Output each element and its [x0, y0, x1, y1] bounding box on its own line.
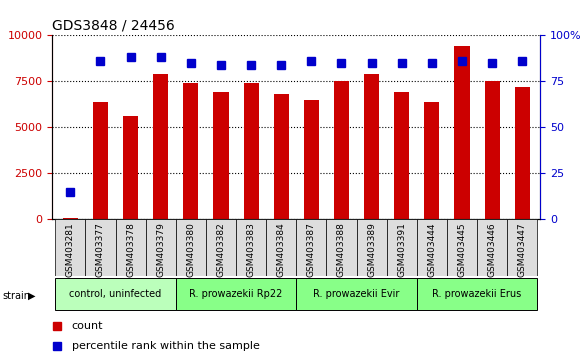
Text: GSM403384: GSM403384 [277, 222, 286, 277]
FancyBboxPatch shape [447, 219, 477, 276]
Text: GSM403382: GSM403382 [217, 222, 225, 277]
Text: R. prowazekii Evir: R. prowazekii Evir [313, 289, 400, 299]
FancyBboxPatch shape [206, 219, 236, 276]
Bar [454, 46, 469, 219]
Text: GSM403444: GSM403444 [428, 222, 436, 277]
Bar [424, 102, 439, 219]
FancyBboxPatch shape [176, 219, 206, 276]
FancyBboxPatch shape [357, 219, 387, 276]
Text: R. prowazekii Erus: R. prowazekii Erus [432, 289, 522, 299]
FancyBboxPatch shape [146, 219, 176, 276]
Bar [243, 83, 259, 219]
Bar [515, 87, 530, 219]
FancyBboxPatch shape [176, 278, 296, 310]
Text: GSM403378: GSM403378 [126, 222, 135, 277]
FancyBboxPatch shape [85, 219, 116, 276]
Text: control, uninfected: control, uninfected [69, 289, 162, 299]
Text: GSM403380: GSM403380 [187, 222, 195, 277]
Text: percentile rank within the sample: percentile rank within the sample [72, 341, 260, 350]
FancyBboxPatch shape [417, 219, 447, 276]
Text: R. prowazekii Rp22: R. prowazekii Rp22 [189, 289, 283, 299]
Text: GSM403387: GSM403387 [307, 222, 316, 277]
Bar [274, 94, 289, 219]
Bar [123, 116, 138, 219]
FancyBboxPatch shape [116, 219, 146, 276]
FancyBboxPatch shape [507, 219, 537, 276]
Text: GSM403377: GSM403377 [96, 222, 105, 277]
Bar [93, 102, 108, 219]
Text: GSM403389: GSM403389 [367, 222, 376, 277]
FancyBboxPatch shape [296, 219, 327, 276]
Bar [153, 74, 168, 219]
FancyBboxPatch shape [55, 219, 85, 276]
FancyBboxPatch shape [417, 278, 537, 310]
Bar [334, 81, 349, 219]
Bar [184, 83, 198, 219]
Text: GSM403281: GSM403281 [66, 222, 75, 277]
Text: GDS3848 / 24456: GDS3848 / 24456 [52, 19, 175, 33]
Bar [485, 81, 500, 219]
Text: GSM403391: GSM403391 [397, 222, 406, 277]
Text: GSM403447: GSM403447 [518, 222, 527, 277]
Bar [63, 218, 78, 219]
Text: count: count [72, 321, 103, 331]
FancyBboxPatch shape [55, 278, 176, 310]
Text: GSM403445: GSM403445 [457, 222, 467, 277]
FancyBboxPatch shape [387, 219, 417, 276]
Bar [213, 92, 228, 219]
Text: strain: strain [3, 291, 31, 301]
FancyBboxPatch shape [266, 219, 296, 276]
Bar [304, 100, 319, 219]
Bar [364, 74, 379, 219]
Bar [394, 92, 409, 219]
Text: ▶: ▶ [28, 291, 35, 301]
Text: GSM403388: GSM403388 [337, 222, 346, 277]
Text: GSM403383: GSM403383 [246, 222, 256, 277]
FancyBboxPatch shape [477, 219, 507, 276]
FancyBboxPatch shape [327, 219, 357, 276]
FancyBboxPatch shape [296, 278, 417, 310]
Text: GSM403446: GSM403446 [487, 222, 497, 277]
FancyBboxPatch shape [236, 219, 266, 276]
Text: GSM403379: GSM403379 [156, 222, 165, 277]
